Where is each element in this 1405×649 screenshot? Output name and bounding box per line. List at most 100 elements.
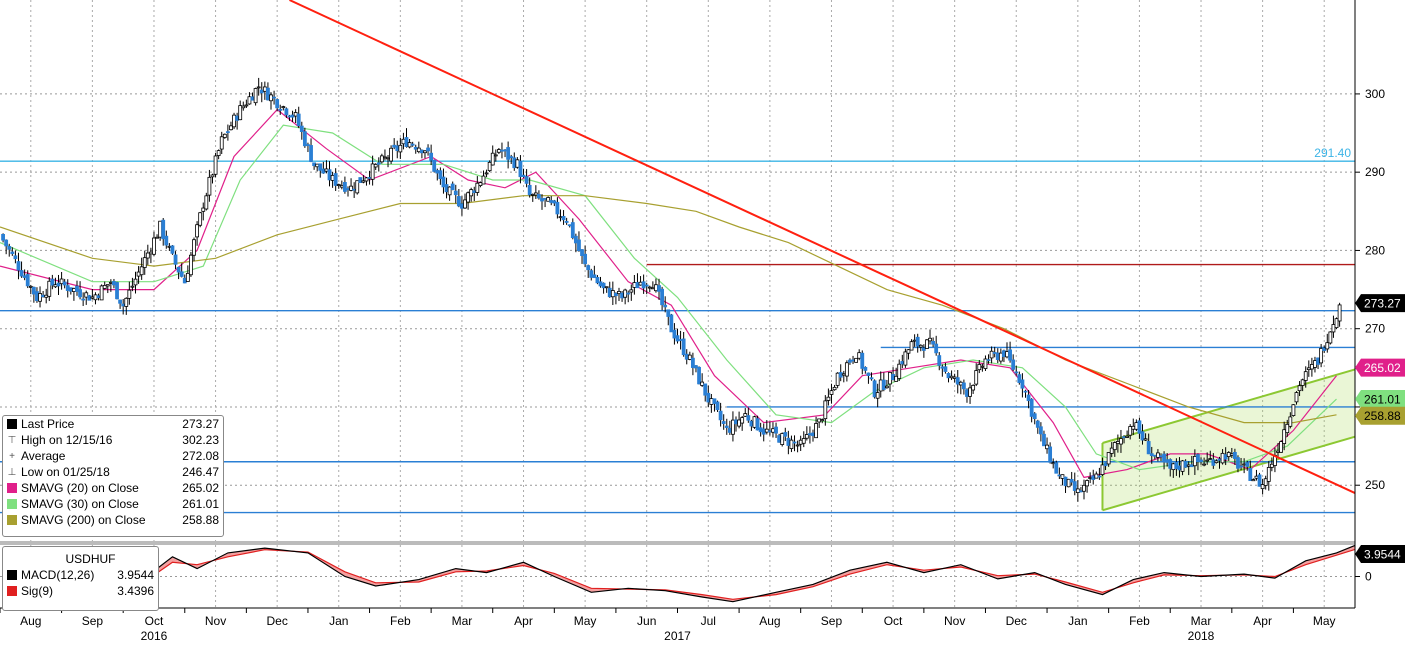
- candle-body: [660, 288, 665, 306]
- channel-fill: [1102, 369, 1355, 511]
- candle-body: [721, 421, 726, 424]
- legend-value: 273.27: [182, 417, 219, 431]
- candle-body: [281, 106, 286, 109]
- legend-swatch: [7, 419, 17, 429]
- x-tick-label: Apr: [1253, 614, 1272, 628]
- x-tick-label: Jun: [637, 614, 656, 628]
- legend-swatch: [7, 499, 17, 509]
- candle-body: [426, 147, 430, 152]
- price-tag: 265.02: [1355, 358, 1405, 377]
- candle-body: [450, 183, 455, 191]
- candle-body: [1257, 474, 1262, 487]
- candle-body: [817, 418, 822, 423]
- candle-body: [1002, 350, 1006, 357]
- candle-body: [592, 274, 597, 279]
- candle-body: [1180, 460, 1185, 472]
- candle-body: [213, 155, 218, 175]
- candle-body: [1325, 342, 1330, 350]
- candle-body: [108, 281, 113, 284]
- x-tick-label: Jan: [1068, 614, 1087, 628]
- candle-body: [891, 374, 895, 381]
- candle-body: [937, 355, 942, 366]
- candle-body: [823, 400, 828, 420]
- candle-body: [238, 105, 243, 121]
- horizontal-line-label: 291.40: [1314, 146, 1351, 160]
- candle-body: [690, 357, 695, 368]
- candle-body: [75, 285, 79, 292]
- candle-body: [758, 427, 763, 433]
- candle-body: [881, 379, 886, 390]
- x-tick-label: Feb: [390, 614, 411, 628]
- legend-row: SMAVG (20) on Close 265.02: [3, 480, 223, 496]
- x-tick-label: Mar: [452, 614, 473, 628]
- candle-body: [1017, 374, 1022, 383]
- candle-body: [460, 203, 464, 209]
- candle-body: [1322, 347, 1327, 351]
- x-tick-label: Aug: [20, 614, 41, 628]
- candle-body: [731, 419, 735, 435]
- candle-body: [222, 133, 227, 138]
- candle-body: [1035, 420, 1040, 428]
- candle-body: [518, 160, 523, 178]
- x-tick-label: Jul: [701, 614, 716, 628]
- candle-body: [854, 357, 859, 363]
- candle-body: [844, 362, 849, 377]
- candle-body: [943, 366, 948, 372]
- candle-body: [229, 125, 233, 131]
- candle-body: [801, 438, 806, 444]
- candle-body: [1128, 426, 1133, 436]
- candle-body: [875, 392, 880, 399]
- candle-body: [709, 398, 714, 405]
- candle-body: [1079, 490, 1083, 493]
- candle-body: [1214, 460, 1219, 464]
- candle-body: [312, 162, 317, 167]
- candle-body: [841, 373, 846, 376]
- candle-body: [395, 145, 400, 152]
- candle-body: [928, 337, 932, 342]
- candle-body: [958, 381, 963, 386]
- legend-label: SMAVG (200) on Close: [21, 513, 146, 527]
- moving-average-line: [0, 124, 1337, 471]
- candle-body: [1125, 435, 1130, 438]
- macd-tag: 3.9544: [1355, 545, 1405, 563]
- moving-average-line: [0, 108, 1337, 479]
- y-tick-label: 300: [1365, 87, 1385, 101]
- candle-body: [195, 224, 199, 238]
- candle-body: [7, 246, 12, 250]
- candle-body: [133, 278, 138, 286]
- candle-body: [496, 149, 501, 153]
- candle-body: [463, 199, 467, 209]
- candle-body: [974, 370, 979, 385]
- candle-body: [1023, 390, 1028, 393]
- candle-body: [977, 364, 982, 371]
- candle-body: [573, 235, 578, 244]
- candle-body: [909, 341, 914, 351]
- candle-body: [1223, 454, 1228, 460]
- candle-body: [872, 380, 877, 398]
- candle-body: [1066, 478, 1071, 488]
- candle-body: [983, 358, 988, 369]
- candle-body: [1328, 331, 1333, 344]
- candle-body: [1263, 478, 1268, 486]
- candle-body: [1260, 484, 1265, 490]
- candle-body: [657, 285, 661, 292]
- candle-body: [1239, 465, 1243, 468]
- candle-body: [1112, 442, 1117, 451]
- candle-body: [780, 433, 785, 445]
- candle-body: [38, 293, 42, 302]
- candle-body: [955, 377, 960, 385]
- candle-body: [848, 359, 852, 363]
- candle-body: [407, 142, 412, 148]
- macd-tag-bg: [1355, 545, 1405, 563]
- x-tick-label: Sep: [82, 614, 104, 628]
- candle-body: [1134, 422, 1139, 430]
- candle-body: [1242, 463, 1247, 466]
- candle-body: [244, 104, 249, 107]
- candle-body: [1337, 304, 1342, 322]
- candle-body: [595, 276, 600, 284]
- candle-body: [259, 89, 264, 94]
- candle-body: [142, 257, 147, 268]
- candle-body: [629, 289, 634, 293]
- candle-body: [995, 352, 1000, 360]
- candle-body: [792, 441, 797, 444]
